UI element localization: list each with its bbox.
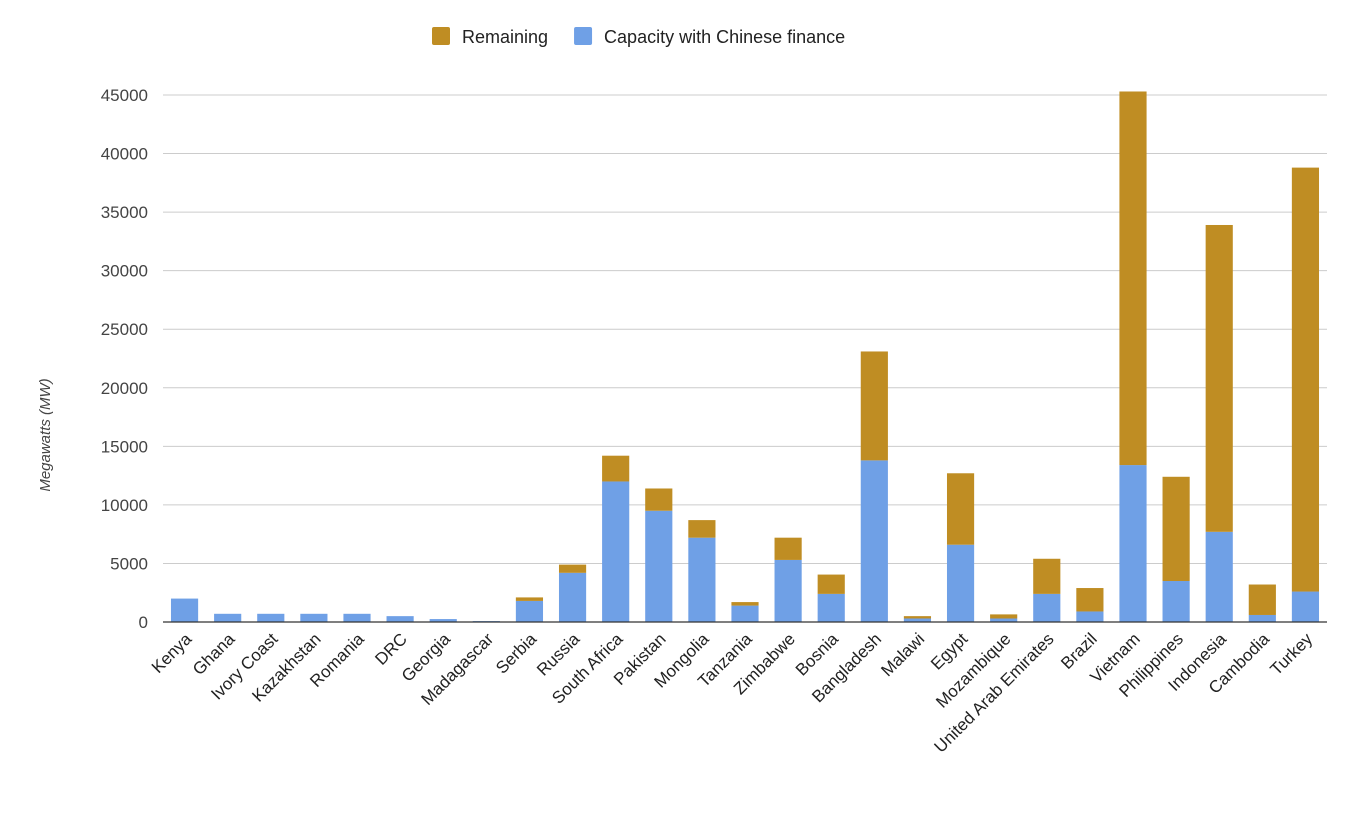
- bar-remaining: [731, 602, 759, 606]
- bar-remaining: [903, 616, 932, 619]
- bar-chinese-finance: [903, 618, 932, 622]
- bar-remaining: [688, 520, 716, 538]
- bar-chinese-finance: [214, 613, 242, 622]
- y-tick-label: 30000: [101, 262, 148, 281]
- x-tick-label: Serbia: [492, 629, 541, 678]
- bar-remaining: [1076, 588, 1104, 612]
- y-tick-label: 20000: [101, 379, 148, 398]
- y-tick-label: 15000: [101, 437, 148, 456]
- legend: Remaining Capacity with Chinese finance: [432, 27, 845, 47]
- bar-chinese-finance: [946, 544, 975, 622]
- bar-chinese-finance: [817, 593, 845, 622]
- bar-chinese-finance: [602, 481, 630, 622]
- bar-remaining: [645, 488, 673, 511]
- bar-remaining: [946, 473, 975, 545]
- y-axis-ticks: 0 5000 10000 15000 20000 25000 30000 35000 40000…: [101, 86, 148, 632]
- y-tick-label: 25000: [101, 320, 148, 339]
- y-tick-label: 40000: [101, 145, 148, 164]
- legend-swatch: [432, 27, 450, 45]
- bar-chinese-finance: [343, 613, 371, 622]
- bar-chinese-finance: [257, 613, 285, 622]
- gridlines: [163, 94, 1327, 564]
- bar-chinese-finance: [300, 613, 328, 622]
- bar-remaining: [1205, 224, 1233, 532]
- bar-remaining: [1119, 91, 1147, 466]
- x-tick-label: Malawi: [877, 629, 928, 680]
- bar-chinese-finance: [558, 572, 587, 622]
- y-tick-label: 35000: [101, 203, 148, 222]
- y-axis-title: Megawatts (MW): [37, 378, 54, 491]
- bar-chinese-finance: [1076, 611, 1104, 622]
- bar-chinese-finance: [515, 600, 544, 622]
- bar-remaining: [1033, 558, 1061, 594]
- y-tick-label: 10000: [101, 496, 148, 515]
- bar-remaining: [774, 537, 802, 560]
- x-tick-label: Kenya: [148, 629, 196, 677]
- bar-remaining: [817, 574, 845, 594]
- y-tick-label: 5000: [110, 554, 148, 573]
- bar-chinese-finance: [1205, 531, 1233, 622]
- bar-remaining: [990, 614, 1018, 619]
- bar-chinese-finance: [1248, 614, 1276, 622]
- bar-chinese-finance: [1119, 465, 1147, 622]
- bar-remaining: [558, 564, 587, 573]
- bar-remaining: [515, 597, 544, 601]
- bar-chinese-finance: [429, 619, 457, 622]
- bar-chinese-finance: [774, 559, 802, 622]
- bar-chinese-finance: [688, 537, 716, 622]
- bar-chinese-finance: [1033, 593, 1061, 622]
- y-tick-label: 45000: [101, 86, 148, 105]
- bar-chinese-finance: [1291, 591, 1320, 622]
- bar-remaining: [1162, 476, 1190, 582]
- bars: [170, 91, 1320, 622]
- bar-remaining: [860, 351, 888, 461]
- bar-remaining: [1248, 584, 1276, 615]
- bar-chinese-finance: [386, 616, 414, 622]
- x-tick-label: Turkey: [1267, 629, 1317, 679]
- bar-chinese-finance: [731, 605, 759, 622]
- legend-label: Remaining: [462, 27, 548, 47]
- y-tick-label: 0: [139, 613, 148, 632]
- bar-chinese-finance: [645, 510, 673, 622]
- x-tick-label: DRC: [371, 629, 410, 668]
- bar-chinese-finance: [170, 598, 199, 622]
- bar-chinese-finance: [1162, 581, 1190, 622]
- legend-swatch: [574, 27, 593, 45]
- bar-remaining: [1291, 167, 1320, 592]
- bar-chinese-finance: [860, 460, 888, 622]
- legend-label: Capacity with Chinese finance: [604, 27, 845, 47]
- bar-remaining: [602, 455, 630, 482]
- bar-chinese-finance: [990, 618, 1018, 622]
